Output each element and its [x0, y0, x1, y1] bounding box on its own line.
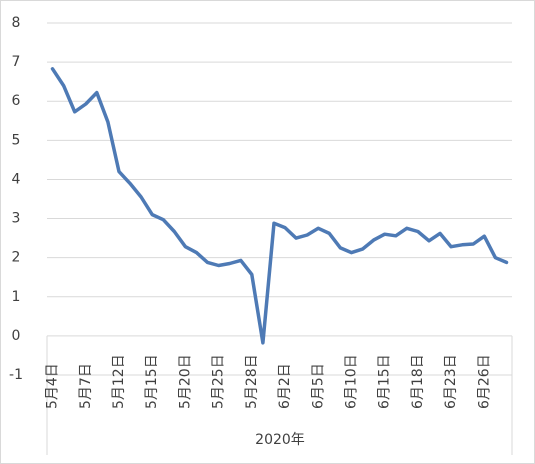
x-tick-label: 5月20日	[177, 354, 193, 409]
x-tick-label: 5月28日	[244, 354, 260, 409]
y-tick-label: -1	[9, 367, 23, 383]
x-tick-label: 6月5日	[310, 363, 326, 409]
y-tick-label: 3	[12, 211, 21, 227]
y-tick-label: 1	[12, 289, 21, 305]
x-tick-label: 6月26日	[476, 354, 492, 409]
x-tick-label: 6月10日	[343, 354, 359, 409]
y-tick-label: 6	[12, 93, 21, 109]
y-tick-label: 8	[12, 15, 21, 31]
x-tick-label: 6月2日	[277, 363, 293, 409]
x-tick-label: 6月15日	[377, 354, 393, 409]
x-axis-title: 2020年	[255, 432, 305, 448]
x-tick-label: 5月4日	[45, 363, 61, 409]
x-tick-label: 6月18日	[410, 354, 426, 409]
y-tick-label: 0	[12, 328, 21, 344]
y-tick-label: 2	[12, 250, 21, 266]
y-tick-label: 5	[12, 132, 21, 148]
x-tick-label: 5月15日	[144, 354, 160, 409]
y-tick-label: 7	[12, 54, 21, 70]
line-series	[50, 67, 509, 345]
y-tick-label: 4	[12, 171, 21, 187]
x-tick-label: 5月7日	[78, 363, 94, 409]
x-tick-label: 5月25日	[211, 354, 227, 409]
x-tick-label: 5月12日	[111, 354, 127, 409]
x-tick-label: 6月23日	[443, 354, 459, 409]
